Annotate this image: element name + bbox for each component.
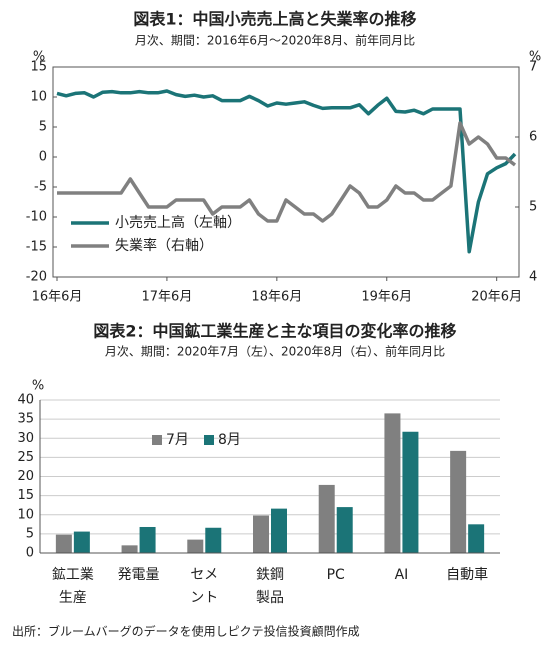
x-tick-label: 鉱工業生産 — [52, 566, 94, 606]
y-tick-label: 0 — [26, 546, 34, 561]
y-tick-label: 20 — [17, 469, 34, 484]
x-tick-label: 20年6月 — [471, 290, 522, 305]
y2-tick-label: 5 — [529, 200, 537, 215]
x-tick-label: セメント — [190, 567, 218, 606]
y-tick-label: 0 — [39, 150, 47, 165]
x-tick-label: 自動車 — [446, 566, 488, 583]
y2-unit: % — [529, 50, 541, 65]
x-tick-label: AI — [395, 567, 409, 583]
y-tick-label: -5 — [34, 180, 47, 195]
y-tick-label: 10 — [17, 507, 34, 522]
legend-label: 8月 — [218, 432, 241, 448]
y-tick-label: 35 — [17, 412, 34, 427]
x-tick-label: 18年6月 — [251, 290, 302, 305]
x-tick-label: 発電量 — [118, 567, 160, 583]
plot-frame — [52, 66, 520, 278]
y-tick-label: -10 — [26, 210, 47, 225]
bar — [336, 507, 353, 553]
bar — [139, 526, 156, 553]
y-tick-label: -15 — [26, 240, 47, 255]
bar — [468, 524, 485, 553]
y2-tick-label: 7 — [529, 60, 537, 75]
bar — [205, 527, 222, 553]
y2-tick-label: 4 — [529, 270, 537, 285]
bar — [450, 450, 467, 553]
bar — [187, 539, 204, 553]
y-tick-label: 15 — [17, 488, 34, 503]
chart-title: 図表1：中国小売売上高と失業率の推移 — [133, 10, 416, 29]
legend-label: 失業率（右軸） — [115, 237, 213, 254]
y-unit: % — [32, 379, 44, 394]
y-tick-label: 15 — [30, 60, 47, 75]
series-line — [57, 121, 517, 223]
x-tick-label: 16年6月 — [32, 290, 83, 305]
legend-swatch — [204, 435, 214, 445]
bar — [253, 515, 269, 553]
y-unit: % — [33, 50, 45, 65]
y2-tick-label: 6 — [529, 130, 537, 145]
y-tick-label: 25 — [17, 450, 34, 465]
y-tick-label: 5 — [39, 120, 47, 135]
legend-swatch — [152, 435, 162, 445]
x-tick-label: 19年6月 — [361, 290, 412, 305]
chart-subtitle: 月次、期間：2016年6月～2020年8月、前年同月比 — [135, 33, 415, 48]
bar — [73, 531, 90, 553]
y-tick-label: 10 — [30, 90, 47, 105]
bar — [121, 545, 138, 553]
y-tick-label: 5 — [26, 526, 34, 541]
chart-subtitle: 月次、期間：2020年7月（左）、2020年8月（右）、前年同月比 — [105, 344, 445, 359]
y-tick-label: 40 — [17, 393, 34, 408]
series-line — [56, 89, 517, 254]
y-tick-label: -20 — [26, 270, 47, 285]
bar — [55, 534, 72, 553]
x-tick-label: PC — [327, 567, 345, 583]
x-tick-label: 鉄鋼製品 — [256, 567, 284, 606]
y-tick-label: 30 — [17, 431, 34, 446]
bar — [271, 508, 287, 553]
legend-label: 小売売上高（左軸） — [115, 214, 241, 231]
bar — [384, 413, 401, 553]
source-note: 出所：ブルームバーグのデータを使用しピクテ投信投資顧問作成 — [12, 624, 360, 639]
x-tick-label: 17年6月 — [142, 290, 193, 305]
bar — [318, 484, 335, 553]
bar — [402, 431, 419, 553]
chart-title: 図表2：中国鉱工業生産と主な項目の変化率の推移 — [93, 322, 456, 341]
legend-label: 7月 — [166, 432, 189, 448]
